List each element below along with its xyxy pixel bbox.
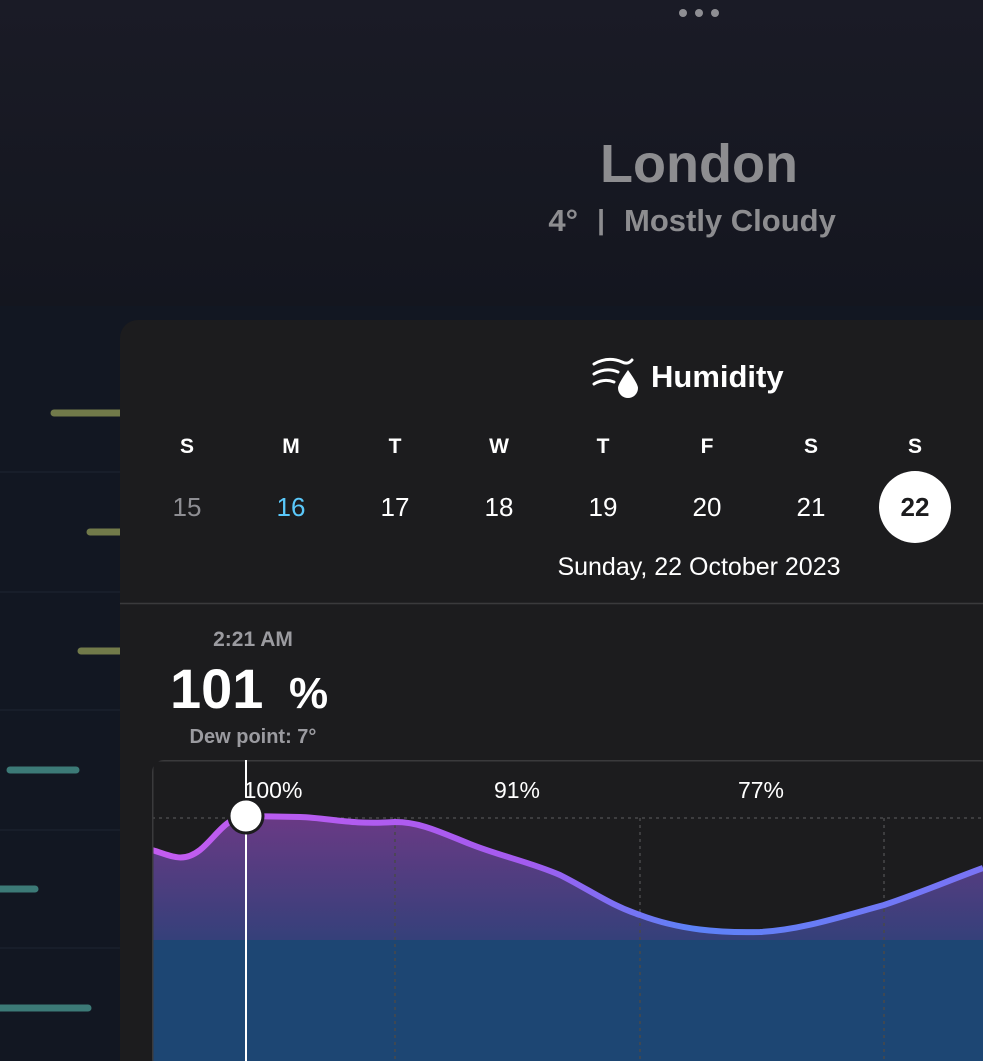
day-date[interactable]: 18 — [485, 492, 514, 522]
day-date[interactable]: 16 — [277, 492, 306, 522]
separator: | — [597, 204, 605, 235]
humidity-icon — [592, 357, 638, 398]
day-date[interactable]: 15 — [173, 492, 202, 522]
dots-menu[interactable] — [679, 9, 719, 17]
day-date[interactable]: 22 — [901, 492, 930, 522]
temperature: 4° — [548, 203, 578, 238]
condition: Mostly Cloudy — [624, 203, 837, 238]
day-letter: M — [282, 435, 300, 458]
chart — [152, 760, 983, 1061]
day-letter: F — [701, 435, 714, 458]
day-letter: T — [597, 435, 610, 458]
chart-label: 100% — [244, 777, 303, 803]
background-rows — [0, 471, 120, 949]
day-letter: S — [804, 435, 818, 458]
area-lower — [152, 940, 983, 1061]
cursor-knob[interactable] — [227, 797, 265, 835]
reading-time: 2:21 AM — [213, 628, 293, 651]
chart-label: 91% — [494, 777, 540, 803]
chart-labels: 100% 91% 77% — [244, 777, 784, 803]
day-date[interactable]: 19 — [589, 492, 618, 522]
day-date[interactable]: 20 — [693, 492, 722, 522]
day-letter: W — [489, 435, 509, 458]
selected-day-circle[interactable] — [879, 471, 951, 543]
chart-label: 77% — [738, 777, 784, 803]
city: London — [600, 134, 798, 194]
reading-value: 101 — [170, 657, 263, 720]
sky — [0, 0, 983, 306]
chart-grid — [152, 817, 983, 1061]
panel-title: Humidity — [651, 359, 784, 394]
day-letter: S — [180, 435, 194, 458]
area-upper — [152, 816, 983, 940]
day-letter: S — [908, 435, 922, 458]
day-letter: T — [389, 435, 402, 458]
day-date[interactable]: 21 — [797, 492, 826, 522]
reading-unit: % — [289, 669, 328, 718]
day-date[interactable]: 17 — [381, 492, 410, 522]
dew-point: Dew point: 7° — [190, 726, 317, 748]
background-bars — [0, 409, 126, 1012]
selected-date: Sunday, 22 October 2023 — [557, 553, 840, 581]
day-picker: S 15 M 16 T 17 W 18 T 19 F 20 S 21 S 22 — [173, 435, 951, 543]
